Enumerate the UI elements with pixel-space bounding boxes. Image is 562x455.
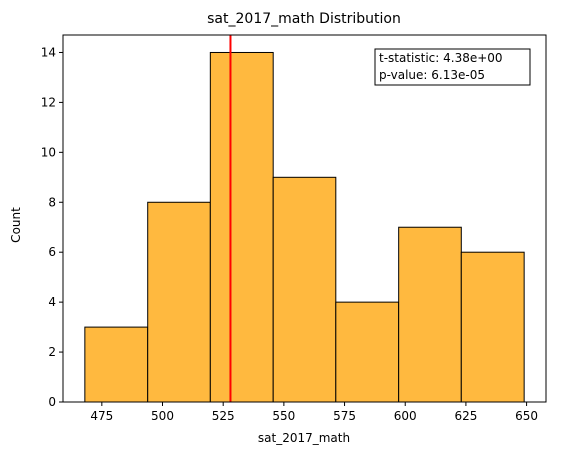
x-tick-label: 500 [151, 409, 174, 423]
histogram-bar [398, 226, 462, 403]
plot-frame [62, 34, 547, 403]
y-tick-label: 4 [48, 295, 56, 309]
statistics-box-border [374, 48, 531, 86]
bars-group [84, 51, 525, 403]
y-tick-label: 6 [48, 245, 56, 259]
histogram-bar [335, 301, 400, 403]
statistics-box: t-statistic: 4.38e+00 p-value: 6.13e-05 [374, 48, 531, 86]
x-tick-label: 575 [333, 409, 356, 423]
x-tick-label: 625 [454, 409, 477, 423]
y-axis-label: Count [9, 207, 23, 243]
y-axis-ticks: 0 2 4 6 8 10 12 14 [41, 45, 63, 409]
x-tick-label: 550 [272, 409, 295, 423]
x-tick-label: 600 [394, 409, 417, 423]
x-axis-ticks: 475 500 525 550 575 600 625 650 [90, 402, 538, 423]
histogram-bar [209, 51, 274, 403]
histogram-bar [84, 326, 149, 403]
x-tick-label: 525 [212, 409, 235, 423]
t-statistic-text: t-statistic: 4.38e+00 [379, 51, 503, 65]
y-tick-label: 10 [41, 145, 56, 159]
x-tick-label: 650 [515, 409, 538, 423]
y-tick-label: 2 [48, 345, 56, 359]
y-tick-label: 0 [48, 395, 56, 409]
y-tick-label: 8 [48, 195, 56, 209]
histogram-bar [272, 176, 337, 403]
y-tick-label: 12 [41, 95, 56, 109]
x-axis-label: sat_2017_math [258, 431, 350, 445]
chart-title: sat_2017_math Distribution [207, 11, 401, 27]
x-tick-label: 475 [90, 409, 113, 423]
histogram-bar [460, 251, 525, 403]
p-value-text: p-value: 6.13e-05 [379, 68, 485, 82]
y-tick-label: 14 [41, 45, 56, 59]
histogram-bar [147, 201, 211, 403]
